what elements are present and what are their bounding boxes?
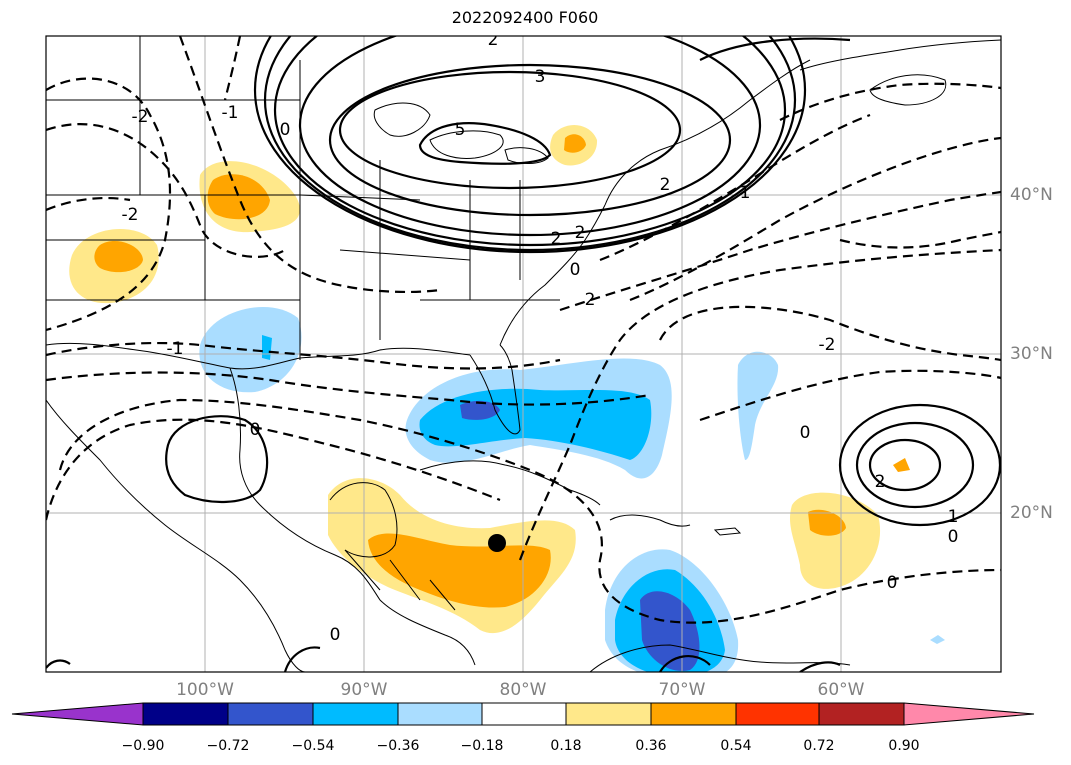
colorbar-tick-label: −0.54 xyxy=(291,738,335,754)
contour-label-dashed: -1 xyxy=(167,339,184,359)
lon-label: 90°W xyxy=(340,680,388,700)
colorbar-tick-label: 0.54 xyxy=(720,738,752,754)
contour-label-central: 0 xyxy=(887,573,898,593)
map-title: 2022092400 F060 xyxy=(451,8,599,27)
map-panel: 3 5 2 2 2 2 -2 -2 -1 0 0 -1 1 2 0 0 -2 2… xyxy=(46,30,1001,672)
colorbar-segment xyxy=(397,702,483,726)
dashed-contours xyxy=(46,36,1001,624)
colorbar-tick-label: 0.36 xyxy=(635,738,667,754)
contour-label-north: 2 xyxy=(551,229,562,249)
contour-label-central: 0 xyxy=(330,625,341,645)
contour-label-dashed: -2 xyxy=(132,107,149,127)
lon-label: 60°W xyxy=(817,680,865,700)
colorbar-tick-label: 0.90 xyxy=(888,738,920,754)
contour-label-dashed: 0 xyxy=(800,423,811,443)
colorbar-extend-high xyxy=(903,702,1035,726)
contour-label-atlantic: 0 xyxy=(948,527,959,547)
solid-contours-north xyxy=(253,36,851,254)
colorbar-tick-label: −0.36 xyxy=(376,738,420,754)
storm-center-marker xyxy=(488,534,506,552)
colorbar-segment xyxy=(650,702,737,726)
lat-label: 20°N xyxy=(1010,503,1053,523)
lat-label: 30°N xyxy=(1010,344,1053,364)
colorbar-segment xyxy=(818,702,905,726)
map-frame xyxy=(45,35,1002,673)
lon-label: 80°W xyxy=(499,680,547,700)
contour-label-dashed: 2 xyxy=(585,290,596,310)
coastlines xyxy=(46,36,1001,672)
colorbar-segment xyxy=(227,702,314,726)
lat-label: 40°N xyxy=(1010,185,1053,205)
contour-label-dashed: -2 xyxy=(819,335,836,355)
colorbar-tick-label: 0.72 xyxy=(803,738,835,754)
colorbar-segment xyxy=(481,702,567,726)
contour-label-dashed: -1 xyxy=(222,103,239,123)
solid-contours-atlantic xyxy=(838,403,1001,527)
colorbar-extend-low xyxy=(11,702,144,726)
contour-label-north: 2 xyxy=(660,175,671,195)
colorbar-segment xyxy=(312,702,399,726)
contour-label-dashed: 1 xyxy=(740,183,751,203)
colorbar-tick-label: 0.18 xyxy=(550,738,582,754)
contour-label-atlantic: 2 xyxy=(875,472,886,492)
lon-label: 70°W xyxy=(658,680,706,700)
contour-label-dashed: 0 xyxy=(570,260,581,280)
colorbar-segment xyxy=(565,702,652,726)
anomaly-shading xyxy=(69,124,945,672)
contour-label-north: 2 xyxy=(575,223,586,243)
contour-label-dashed: 0 xyxy=(280,120,291,140)
colorbar-segment xyxy=(142,702,229,726)
contour-label-north: 2 xyxy=(488,30,499,50)
colorbar-tick-label: −0.72 xyxy=(206,738,250,754)
colorbar-tick-label: −0.18 xyxy=(460,738,504,754)
colorbar xyxy=(11,702,1035,726)
contour-label-dashed: -2 xyxy=(122,205,139,225)
colorbar-tick-label: −0.90 xyxy=(121,738,165,754)
contour-label-atlantic: 1 xyxy=(948,507,959,527)
contour-label-north: 3 xyxy=(535,67,546,87)
contour-labels: 3 5 2 2 2 2 -2 -2 -1 0 0 -1 1 2 0 0 -2 2… xyxy=(122,30,959,645)
colorbar-segment xyxy=(735,702,820,726)
contour-label-north: 5 xyxy=(455,120,466,140)
solid-contours-gulf xyxy=(46,415,841,672)
contour-label-dashed: 0 xyxy=(250,420,261,440)
lon-label: 100°W xyxy=(176,680,234,700)
